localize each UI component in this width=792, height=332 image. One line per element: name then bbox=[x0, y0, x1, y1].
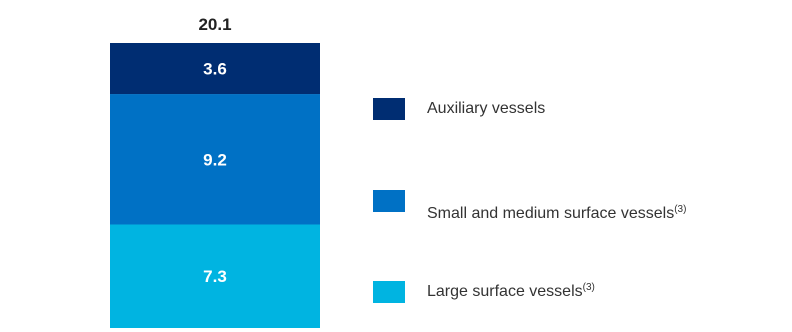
data-label-large-surface-vessels: 7.3 bbox=[203, 267, 227, 286]
legend-item-small-and-medium-surface-vessels: Small and medium surface vessels(3) bbox=[373, 190, 686, 222]
bar-segment-small-and-medium-surface-vessels bbox=[110, 94, 320, 225]
bar-segment-large-surface-vessels bbox=[110, 224, 320, 328]
legend-item-auxiliary-vessels: Auxiliary vessels bbox=[373, 98, 545, 120]
legend-item-large-surface-vessels: Large surface vessels(3) bbox=[373, 281, 595, 303]
legend-swatch-large-surface-vessels bbox=[373, 281, 405, 303]
bar-segment-auxiliary-vessels bbox=[110, 43, 320, 95]
legend-label-small-and-medium-surface-vessels: Small and medium surface vessels(3) bbox=[427, 204, 687, 223]
legend-label-large-surface-vessels: Large surface vessels(3) bbox=[427, 282, 595, 301]
data-label-small-and-medium-surface-vessels: 9.2 bbox=[203, 150, 227, 169]
chart-legend: Auxiliary vessels Small and medium surfa… bbox=[373, 0, 792, 332]
legend-label-auxiliary-vessels: Auxiliary vessels bbox=[427, 100, 546, 117]
legend-swatch-small-and-medium-surface-vessels bbox=[373, 190, 405, 212]
total-label: 20.1 bbox=[198, 15, 231, 34]
legend-swatch-auxiliary-vessels bbox=[373, 98, 405, 120]
data-label-auxiliary-vessels: 3.6 bbox=[203, 60, 227, 79]
